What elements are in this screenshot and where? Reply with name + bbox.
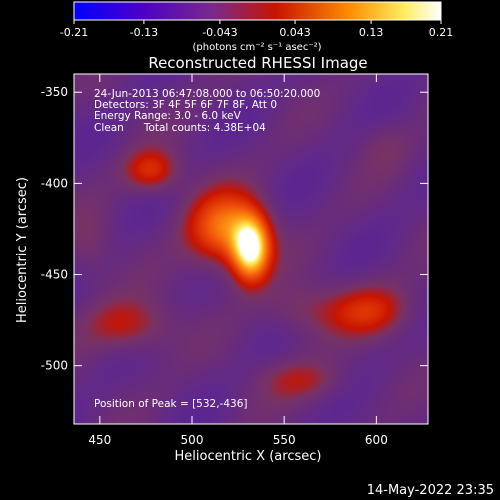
y-tick-label: -450 (41, 268, 68, 282)
y-tick-label: -400 (41, 176, 68, 190)
colorbar-tick-label: -0.21 (60, 26, 88, 39)
plot-frame (73, 73, 429, 425)
colorbar-tick-label: 0.043 (279, 26, 311, 39)
x-tick-label: 500 (181, 433, 204, 447)
heatmap-image (74, 74, 428, 424)
y-tick-label: -500 (41, 359, 68, 373)
x-tick-label: 550 (273, 433, 296, 447)
footer-timestamp: 14-May-2022 23:35 (367, 483, 494, 498)
info-line-detectors: Detectors: 3F 4F 5F 6F 7F 8F, Att 0 (94, 99, 277, 111)
peak-position-text: Position of Peak = [532,-436] (94, 398, 248, 410)
x-tick-label: 450 (88, 433, 111, 447)
colorbar-tick-label: 0.13 (359, 26, 384, 39)
axis-ticks: 450 500 550 600 -350 -400 -450 -500 (41, 74, 428, 447)
colorbar-ticks: -0.21 -0.13 -0.043 0.043 0.13 0.21 (60, 20, 453, 39)
colorbar-tick-label: -0.043 (202, 26, 237, 39)
x-axis-title: Heliocentric X (arcsec) (175, 449, 322, 464)
info-line-counts: Clean Total counts: 4.38E+04 (94, 122, 266, 134)
y-axis-title: Heliocentric Y (arcsec) (15, 177, 30, 323)
colorbar (73, 1, 442, 21)
info-line-time: 24-Jun-2013 06:47:08.000 to 06:50:20.000 (94, 88, 320, 100)
info-line-energy: Energy Range: 3.0 - 6.0 keV (94, 110, 242, 122)
info-block: 24-Jun-2013 06:47:08.000 to 06:50:20.000… (94, 88, 320, 134)
colorbar-tick-label: 0.21 (429, 26, 454, 39)
colorbar-tick-label: -0.13 (130, 26, 158, 39)
x-tick-label: 600 (365, 433, 388, 447)
y-tick-label: -350 (41, 85, 68, 99)
colorbar-units: (photons cm⁻² s⁻¹ asec⁻²) (192, 42, 321, 53)
chart-title: Reconstructed RHESSI Image (148, 54, 367, 72)
